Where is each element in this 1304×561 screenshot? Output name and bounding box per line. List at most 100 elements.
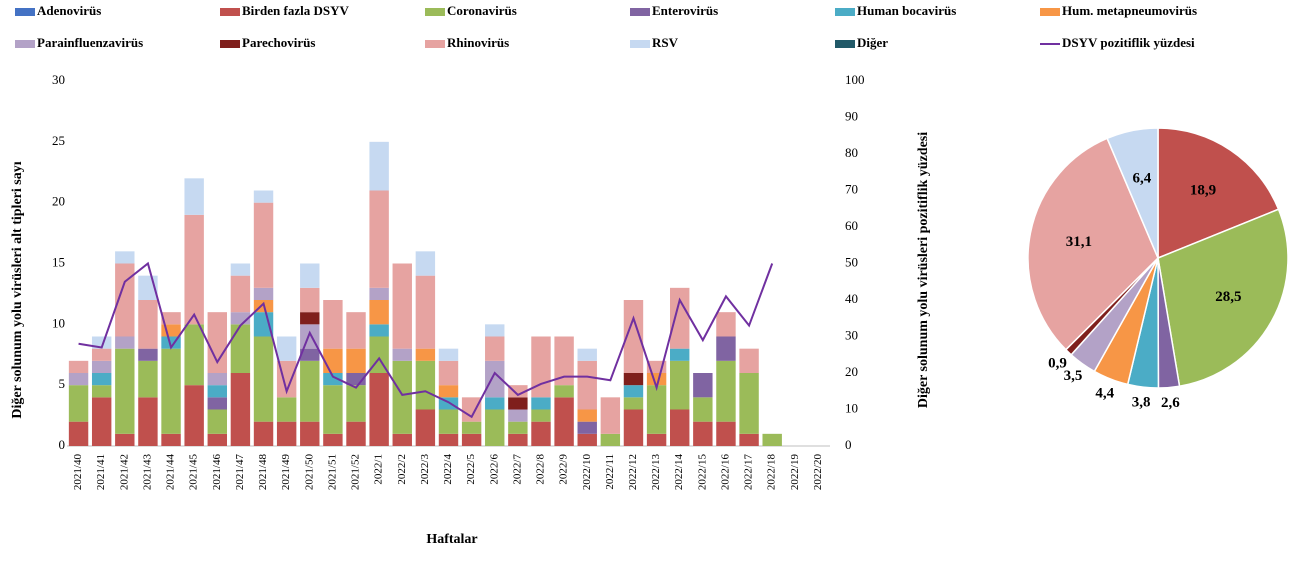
- bar-segment: [369, 373, 389, 446]
- bar-segment: [577, 433, 597, 446]
- bar-segment: [91, 336, 112, 349]
- bar-segment: [438, 360, 459, 386]
- bar-segment: [115, 348, 135, 434]
- pie-slice: [1106, 127, 1159, 259]
- bar-segment: [485, 397, 505, 410]
- bar-segment: [485, 409, 505, 446]
- bar-segment: [253, 190, 274, 203]
- legend-marker: [835, 40, 855, 48]
- bar-segment: [693, 397, 713, 422]
- bar-segment: [485, 360, 505, 398]
- bar-segment: [300, 421, 320, 446]
- x-tick-label: 2021/40: [72, 454, 84, 491]
- bar-segment: [300, 348, 320, 361]
- bar-segment: [230, 324, 251, 373]
- bar-segment: [623, 300, 644, 373]
- bar-segment: [392, 433, 412, 446]
- pie-label: 3,5: [1064, 368, 1083, 384]
- y-tick-label: 5: [59, 376, 66, 391]
- x-tick-label: 2021/44: [165, 454, 177, 491]
- bar-segment: [300, 360, 320, 422]
- bar-segment: [531, 397, 551, 410]
- legend-label: RSV: [652, 35, 679, 50]
- bar-segment: [161, 348, 181, 434]
- bar-segment: [739, 433, 759, 446]
- pie-label: 0,9: [1048, 355, 1067, 371]
- legend-label: Parainfluenzavirüs: [37, 35, 143, 50]
- x-tick-label: 2022/8: [535, 454, 547, 485]
- y2-tick-label: 20: [845, 364, 858, 379]
- bar-segment: [623, 409, 644, 446]
- y2-axis-title: Diğer solunum yolu virüsleri pozitiflik …: [916, 132, 931, 408]
- bar-segment: [68, 385, 89, 422]
- legend-marker: [425, 40, 445, 48]
- bar-segment: [716, 421, 736, 446]
- bar-segment: [693, 421, 713, 446]
- legend-marker: [835, 8, 855, 16]
- x-tick-label: 2021/52: [350, 454, 362, 490]
- legend-label: Birden fazla DSYV: [242, 3, 350, 18]
- bar-segment: [230, 373, 251, 446]
- legend-label: Adenovirüs: [37, 3, 101, 18]
- bar-segment: [207, 409, 227, 434]
- y-tick-label: 20: [52, 194, 65, 209]
- bar-segment: [577, 421, 597, 434]
- x-tick-label: 2022/12: [627, 454, 639, 490]
- legend-label: Diğer: [857, 35, 888, 50]
- pie-label: 3,8: [1132, 394, 1151, 410]
- bar-segment: [392, 348, 412, 361]
- bar-segment: [346, 385, 366, 422]
- bar-segment: [461, 421, 482, 434]
- bar-segment: [91, 373, 112, 386]
- legend-marker: [630, 8, 650, 16]
- bar-segment: [276, 421, 297, 446]
- y2-tick-label: 90: [845, 108, 858, 123]
- bar-segment: [91, 397, 112, 446]
- line: [78, 261, 774, 419]
- bar-segment: [276, 397, 297, 422]
- x-tick-label: 2022/7: [511, 454, 523, 485]
- x-tick-label: 2022/20: [812, 454, 824, 491]
- bar-segment: [276, 336, 297, 361]
- bar-segment: [346, 312, 366, 349]
- bar-segment: [323, 385, 343, 434]
- bar-segment: [300, 312, 320, 325]
- bar-segment: [415, 251, 436, 276]
- legend-marker: [425, 8, 445, 16]
- bar-segment: [554, 385, 574, 398]
- bar-segment: [138, 300, 158, 349]
- legend-label: Coronavirüs: [447, 3, 517, 18]
- pie-label: 2,6: [1161, 395, 1180, 411]
- bar-segment: [369, 190, 389, 288]
- bar-segment: [115, 263, 135, 337]
- bar-segment: [554, 397, 574, 446]
- bar-segment: [253, 202, 274, 288]
- bar-segment: [91, 360, 112, 373]
- x-tick-label: 2021/45: [188, 454, 200, 491]
- bar-segment: [161, 433, 181, 446]
- bar-segment: [138, 348, 158, 361]
- x-tick-label: 2022/17: [743, 454, 755, 491]
- bar-segment: [646, 373, 667, 386]
- legend-label: Human bocavirüs: [857, 3, 956, 18]
- bar-segment: [68, 421, 89, 446]
- bar-segment: [508, 421, 528, 434]
- x-tick-label: 2021/49: [280, 454, 292, 491]
- bar-segment: [415, 360, 436, 410]
- bar-segment: [369, 324, 389, 337]
- bar-segment: [415, 409, 436, 446]
- x-tick-label: 2022/18: [766, 454, 778, 491]
- bar-segment: [207, 397, 227, 410]
- legend-label: Parechovirüs: [242, 35, 315, 50]
- bar-segment: [600, 397, 621, 434]
- bar-segment: [508, 397, 528, 410]
- bar-segment: [346, 421, 366, 446]
- bar-segment: [253, 421, 274, 446]
- y2-tick-label: 60: [845, 218, 858, 233]
- bar-segment: [623, 385, 644, 398]
- legend-label: Enterovirüs: [652, 3, 718, 18]
- x-tick-label: 2022/16: [719, 454, 731, 491]
- bar-segment: [693, 373, 713, 398]
- bar-segment: [739, 373, 759, 434]
